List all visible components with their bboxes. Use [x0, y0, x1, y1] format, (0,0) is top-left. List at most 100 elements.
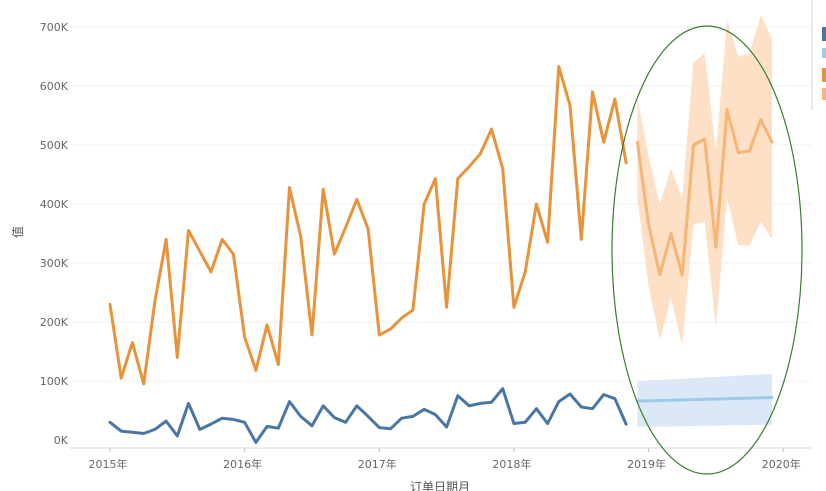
blue-data-point: [333, 416, 336, 419]
orange-data-point: [467, 165, 471, 168]
blue-data-point: [456, 394, 459, 397]
blue-data-point: [108, 421, 112, 424]
y-axis-title: 值: [10, 226, 25, 238]
highlight-ellipse: [611, 25, 803, 475]
orange-data-point: [423, 202, 426, 206]
orange-data-point: [580, 238, 583, 241]
orange-data-point: [624, 161, 628, 164]
orange-data-point: [232, 252, 235, 256]
blue-data-point: [288, 400, 291, 403]
x-axis-title: 订单日期月: [410, 480, 470, 491]
blue-data-point: [434, 413, 437, 416]
blue-data-point: [198, 428, 201, 431]
orange-data-point: [277, 363, 280, 366]
orange-data-point: [153, 300, 157, 303]
legend-swatch-blue: [822, 27, 826, 41]
blue-data-point: [310, 424, 314, 427]
series-lines: [108, 65, 774, 444]
blue-data-point: [613, 397, 617, 400]
orange-data-point: [120, 376, 123, 380]
orange-data-point: [299, 235, 302, 238]
orange-data-point: [568, 104, 572, 107]
blue-data-point: [265, 425, 269, 428]
blue-data-point: [591, 407, 594, 410]
orange-data-point: [108, 303, 112, 306]
blue-data-point: [568, 392, 572, 396]
orange-data-point: [411, 309, 415, 312]
orange-data-point: [602, 140, 605, 144]
y-axis-ticks: 0K 100K 200K 300K 400K 500K 600K 700K: [40, 21, 69, 447]
orange-data-point: [243, 335, 246, 338]
orange-data-point: [254, 369, 258, 372]
orange-data-point: [344, 226, 347, 229]
orange-data-point: [434, 177, 437, 180]
x-tick-label: 2016年: [223, 457, 262, 471]
orange-data-point: [613, 97, 617, 101]
orange-data-point: [479, 152, 482, 155]
orange-data-point: [400, 316, 403, 320]
blue-data-point: [467, 404, 471, 407]
blue-data-point: [131, 431, 134, 434]
blue-data-point: [243, 421, 246, 424]
x-tick-label: 2020年: [762, 457, 801, 471]
blue-data-point: [602, 393, 605, 396]
orange-data-point: [221, 238, 224, 241]
orange-data-point: [378, 333, 381, 337]
orange-data-point: [164, 238, 168, 241]
orange-data-point: [535, 202, 538, 206]
legend: [811, 0, 826, 110]
orange-data-point: [445, 306, 448, 309]
orange-series-line: [108, 65, 628, 386]
blue-data-point: [411, 415, 415, 418]
blue-data-point: [344, 421, 347, 424]
y-tick-label: 100K: [40, 375, 69, 388]
orange-data-point: [389, 327, 392, 331]
forecast-bands: [637, 15, 772, 427]
orange_forecast-data-point: [636, 140, 639, 144]
orange-data-point: [187, 229, 190, 232]
orange-data-point: [490, 127, 493, 131]
blue-data-point: [624, 422, 628, 426]
blue-data-point: [142, 432, 145, 435]
orange_forecast-data-point: [647, 223, 650, 226]
orange-data-point: [288, 186, 291, 189]
orange_forecast-data-point: [737, 151, 740, 154]
orange_forecast-data-point: [714, 245, 718, 249]
orange-data-point: [501, 167, 504, 170]
blue-data-point: [580, 405, 583, 409]
blue_forecast-data-point: [770, 396, 774, 399]
blue-data-point: [232, 418, 235, 421]
blue-data-point: [557, 400, 560, 403]
orange_forecast-data-point: [770, 140, 774, 144]
blue-data-point: [209, 422, 213, 426]
blue-data-point: [254, 441, 258, 444]
orange_forecast-data-point: [759, 118, 762, 121]
blue-data-point: [479, 402, 482, 405]
orange-data-point: [366, 227, 370, 230]
orange-data-point: [546, 241, 549, 244]
x-tick-label: 2019年: [627, 457, 666, 471]
blue-data-point: [176, 434, 179, 438]
legend-swatch-orange: [822, 68, 826, 82]
orange-data-point: [142, 382, 145, 386]
orange_forecast-data-point: [748, 149, 751, 153]
x-tick-label: 2018年: [492, 457, 531, 471]
x-axis-ticks: 2015年 2016年 2017年 2018年 2019年 2020年: [89, 448, 801, 471]
blue-data-point: [423, 408, 426, 411]
blue-data-point: [501, 387, 504, 390]
blue-data-point: [512, 422, 516, 425]
blue-data-point: [366, 415, 370, 418]
orange_forecast-data-point: [703, 137, 706, 141]
y-tick-label: 400K: [40, 198, 69, 211]
y-tick-label: 700K: [40, 21, 69, 34]
x-tick-label: 2015年: [89, 457, 128, 471]
orange-data-point: [265, 323, 269, 327]
blue-data-point: [535, 407, 538, 410]
orange-data-point: [524, 270, 527, 274]
blue-data-point: [277, 427, 280, 430]
orange_forecast-data-point: [725, 108, 729, 111]
orange_forecast-data-point: [658, 273, 661, 276]
blue-data-point: [187, 402, 190, 405]
blue-data-point: [355, 404, 358, 407]
